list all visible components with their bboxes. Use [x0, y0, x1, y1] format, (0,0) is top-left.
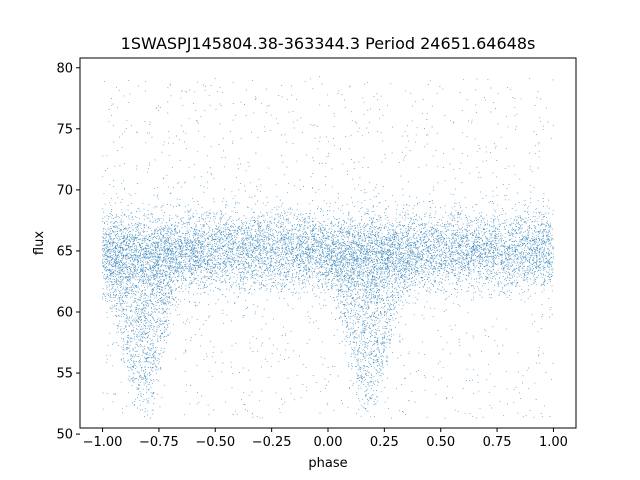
x-axis-ticks: −1.00 −0.75 −0.50 −0.25 0.00 0.25 0.50 0.75 1.00	[83, 428, 568, 450]
scatter-points-flux	[102, 76, 554, 419]
y-tick-label: 50	[56, 428, 73, 443]
chart-title: 1SWASPJ145804.38-363344.3 Period 24651.6…	[121, 34, 536, 53]
x-tick-label: 0.50	[426, 435, 455, 450]
x-tick-label: 0.75	[483, 435, 512, 450]
x-axis-label: phase	[308, 456, 347, 471]
x-tick-label: −0.50	[195, 435, 235, 450]
y-tick-label: 70	[56, 183, 73, 198]
y-tick-label: 65	[56, 244, 73, 259]
y-tick-label: 60	[56, 305, 73, 320]
x-tick-label: 0.25	[370, 435, 399, 450]
y-tick-label: 80	[56, 61, 73, 76]
y-axis-label: flux	[32, 231, 47, 255]
data-points	[102, 76, 554, 419]
y-axis-ticks: 50 55 60 65 70 75 80	[56, 61, 80, 443]
x-tick-label: 1.00	[539, 435, 568, 450]
x-tick-label: 0.00	[314, 435, 343, 450]
x-tick-label: −1.00	[83, 435, 123, 450]
x-tick-label: −0.75	[139, 435, 179, 450]
x-tick-label: −0.25	[252, 435, 292, 450]
y-tick-label: 75	[56, 122, 73, 137]
y-tick-label: 55	[56, 367, 73, 382]
